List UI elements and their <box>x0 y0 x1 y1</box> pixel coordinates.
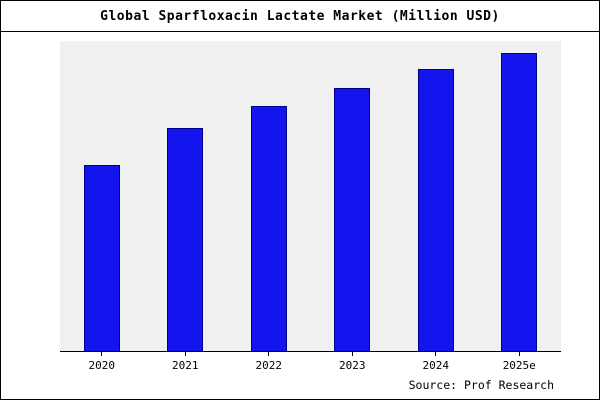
x-axis-labels: 2020 2021 2022 2023 2024 2025e <box>60 352 561 376</box>
bar-slot-2022 <box>227 41 311 351</box>
chart-title: Global Sparfloxacin Lactate Market (Mill… <box>1 1 599 32</box>
x-tick-2025e: 2025e <box>478 352 562 376</box>
tick-mark <box>184 352 186 356</box>
source-caption: Source: Prof Research <box>408 378 554 392</box>
x-tick-2020: 2020 <box>60 352 144 376</box>
plot-area <box>60 41 561 352</box>
x-tick-label: 2020 <box>88 359 116 372</box>
x-tick-2023: 2023 <box>311 352 395 376</box>
x-tick-2024: 2024 <box>394 352 478 376</box>
x-tick-label: 2022 <box>255 359 283 372</box>
tick-mark <box>435 352 437 356</box>
bar-2020 <box>83 165 120 351</box>
tick-mark <box>351 352 353 356</box>
bars-container <box>60 41 561 351</box>
bar-2021 <box>167 127 204 351</box>
bar-2025e <box>501 53 538 351</box>
x-tick-label: 2025e <box>502 359 536 372</box>
bar-slot-2021 <box>144 41 228 351</box>
bar-slot-2023 <box>311 41 395 351</box>
bar-2022 <box>250 106 287 351</box>
x-tick-label: 2024 <box>422 359 450 372</box>
x-tick-2021: 2021 <box>144 352 228 376</box>
x-tick-label: 2021 <box>172 359 199 372</box>
tick-mark <box>268 352 270 356</box>
tick-mark <box>101 352 103 356</box>
bar-slot-2024 <box>394 41 478 351</box>
x-tick-2022: 2022 <box>227 352 311 376</box>
bar-slot-2020 <box>60 41 144 351</box>
bar-slot-2025e <box>478 41 562 351</box>
x-tick-label: 2023 <box>339 359 366 372</box>
bar-2024 <box>417 68 454 351</box>
bar-2023 <box>334 87 371 351</box>
tick-mark <box>518 352 520 356</box>
